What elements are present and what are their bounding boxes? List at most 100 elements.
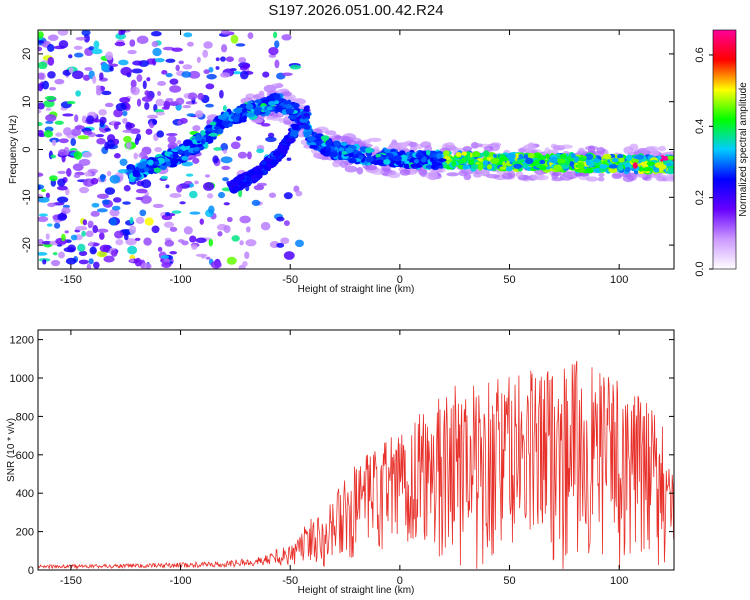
- heatmap-cell: [608, 164, 618, 169]
- heatmap-cell: [165, 58, 176, 63]
- heatmap-cell: [38, 61, 48, 70]
- heatmap-cell: [91, 48, 103, 55]
- heatmap-cell: [239, 240, 244, 246]
- heatmap-cell: [574, 156, 579, 163]
- heatmap-cell: [268, 100, 276, 106]
- heatmap-cell: [157, 81, 167, 87]
- heatmap-cell: [208, 205, 215, 214]
- heatmap-cell: [120, 66, 132, 76]
- heatmap-cell: [410, 163, 416, 168]
- heatmap-cell: [122, 129, 132, 133]
- heatmap-cell: [183, 226, 193, 235]
- heatmap-cell: [192, 125, 201, 132]
- heatmap-cell: [61, 233, 66, 242]
- heatmap-cell: [277, 145, 286, 151]
- heatmap-cell: [112, 138, 120, 145]
- heatmap-cell: [38, 72, 45, 80]
- heatmap-cell: [152, 119, 158, 125]
- heatmap-cell: [109, 66, 114, 72]
- heatmap-cell: [202, 49, 209, 58]
- heatmap-cell: [41, 240, 52, 245]
- heatmap-cell: [125, 238, 137, 246]
- heatmap-cell: [195, 237, 207, 244]
- heatmap-cell: [221, 30, 230, 35]
- heatmap-cell: [205, 135, 213, 143]
- heatmap-cell: [73, 174, 81, 179]
- heatmap-cell: [78, 158, 91, 166]
- heatmap-cell: [55, 132, 63, 137]
- heatmap-cell: [551, 177, 564, 182]
- heatmap-cell: [164, 211, 171, 216]
- heatmap-cell: [480, 169, 491, 177]
- heatmap-cell: [38, 251, 48, 256]
- heatmap-cell: [348, 158, 357, 164]
- spectrogram-y-tick-label: 20: [21, 48, 33, 60]
- heatmap-cell: [251, 199, 261, 206]
- heatmap-cell: [563, 172, 575, 177]
- heatmap-cell: [283, 220, 290, 226]
- heatmap-cell: [96, 208, 108, 213]
- heatmap-cell: [92, 75, 97, 84]
- heatmap-cell: [54, 120, 64, 125]
- heatmap-cell: [81, 30, 91, 37]
- heatmap-cell: [172, 152, 179, 160]
- heatmap-cell: [635, 154, 645, 160]
- heatmap-cell: [125, 141, 132, 150]
- heatmap-cell: [399, 169, 411, 176]
- heatmap-cell: [207, 127, 213, 132]
- heatmap-cell: [165, 184, 170, 189]
- heatmap-cell: [140, 151, 147, 157]
- heatmap-cell: [195, 253, 208, 257]
- heatmap-cell: [226, 216, 233, 223]
- heatmap-cell: [83, 130, 93, 136]
- heatmap-cell: [154, 57, 165, 63]
- snr-frame: [37, 329, 675, 571]
- heatmap-cell: [629, 143, 639, 152]
- heatmap-cell: [163, 221, 175, 228]
- heatmap-cell: [169, 226, 178, 232]
- heatmap-cell: [281, 34, 292, 41]
- heatmap-cell: [273, 93, 281, 100]
- heatmap-cell: [222, 105, 227, 112]
- snr-y-tick-label: 200: [16, 527, 34, 539]
- heatmap-cell: [151, 225, 160, 234]
- heatmap-cell: [505, 166, 513, 172]
- heatmap-cell: [136, 74, 143, 83]
- heatmap-cell: [104, 127, 111, 132]
- heatmap-cell: [262, 71, 270, 78]
- heatmap-cell: [260, 221, 271, 231]
- snr-y-tick-label: 800: [16, 411, 34, 423]
- heatmap-cell: [119, 158, 128, 166]
- heatmap-cell: [515, 171, 524, 178]
- heatmap-cell: [109, 208, 120, 217]
- heatmap-cell: [630, 158, 639, 164]
- heatmap-cell: [45, 107, 52, 111]
- heatmap-cell: [161, 261, 172, 269]
- heatmap-cell: [657, 164, 667, 170]
- heatmap-cell: [130, 79, 137, 88]
- heatmap-cell: [483, 145, 494, 152]
- heatmap-cell: [75, 225, 88, 231]
- heatmap-cell: [597, 176, 605, 182]
- heatmap-cell: [553, 164, 562, 171]
- heatmap-cell: [75, 90, 81, 97]
- heatmap-cell: [351, 154, 360, 159]
- heatmap-cell: [194, 110, 204, 118]
- heatmap-cell: [117, 168, 130, 174]
- heatmap-cell: [206, 73, 217, 80]
- heatmap-cell: [104, 102, 114, 108]
- heatmap-cell: [522, 154, 529, 159]
- heatmap-cell: [38, 40, 45, 44]
- heatmap-cell: [598, 172, 605, 178]
- heatmap-cell: [579, 157, 587, 162]
- heatmap-cell: [210, 261, 222, 269]
- heatmap-cell: [303, 112, 310, 117]
- heatmap-cell: [182, 64, 193, 70]
- snr-y-tick-label: 1000: [10, 373, 34, 385]
- heatmap-cell: [195, 134, 201, 142]
- heatmap-cell: [220, 142, 229, 152]
- heatmap-cell: [188, 70, 201, 79]
- heatmap-cell: [41, 188, 46, 193]
- heatmap-cell: [383, 149, 392, 153]
- heatmap-cell: [105, 51, 114, 61]
